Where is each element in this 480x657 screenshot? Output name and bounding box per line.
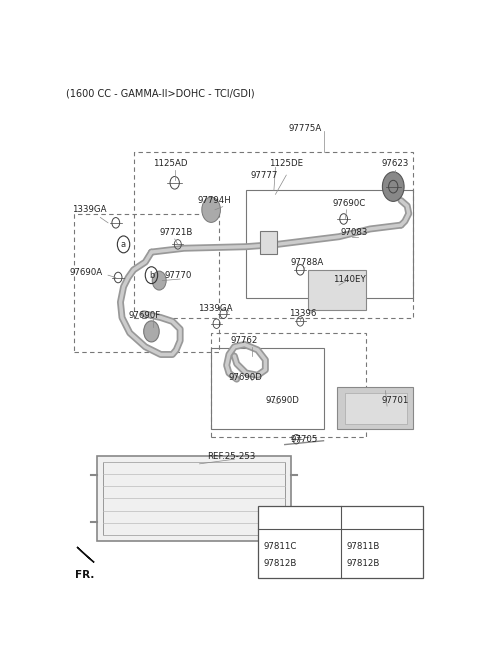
Text: 97705: 97705 [291,435,318,443]
Text: 97690F: 97690F [128,311,160,321]
Bar [246,191,413,298]
Bar [211,348,324,429]
Text: FR.: FR. [75,570,95,580]
Bar [103,463,285,535]
Text: 97690A: 97690A [69,268,102,277]
Circle shape [152,271,166,290]
Text: 13396: 13396 [288,309,316,318]
Bar [260,231,277,254]
Text: 97701: 97701 [382,396,409,405]
Bar [211,333,366,437]
Bar [133,152,413,317]
Text: 1140EY: 1140EY [333,275,366,284]
Bar [337,387,413,429]
Text: 97690D: 97690D [229,373,263,382]
Text: a: a [296,513,301,522]
Text: 97721B: 97721B [159,229,192,237]
Text: b: b [379,513,384,522]
Circle shape [383,172,404,202]
Text: 97794H: 97794H [198,196,232,205]
Text: REF.25-253: REF.25-253 [207,451,256,461]
Text: 1125AD: 1125AD [153,159,188,168]
Text: 1339GA: 1339GA [72,205,106,214]
Text: a: a [121,240,126,249]
Text: 1125DE: 1125DE [269,159,303,168]
Text: 97811C: 97811C [264,542,297,551]
Text: 97762: 97762 [230,336,258,345]
Text: (1600 CC - GAMMA-II>DOHC - TCI/GDI): (1600 CC - GAMMA-II>DOHC - TCI/GDI) [66,88,255,98]
Circle shape [144,321,159,342]
Text: 97690C: 97690C [333,199,366,208]
Bar [97,456,291,541]
Text: 97770: 97770 [165,271,192,280]
Bar [345,393,407,424]
Bar [258,506,423,578]
Text: 97775A: 97775A [288,124,322,133]
Bar [74,214,219,352]
Bar [308,270,366,310]
Text: b: b [149,271,154,280]
Text: 97623: 97623 [382,159,409,168]
Text: 97811B: 97811B [347,542,380,551]
Polygon shape [77,547,94,562]
Text: 97083: 97083 [340,229,368,237]
Text: 1339GA: 1339GA [198,304,232,313]
Text: 97788A: 97788A [291,258,324,267]
Text: 97690D: 97690D [265,396,299,405]
Circle shape [202,197,220,222]
Text: 97812B: 97812B [264,560,297,568]
Text: 97812B: 97812B [347,560,380,568]
Text: 97777: 97777 [251,171,278,179]
